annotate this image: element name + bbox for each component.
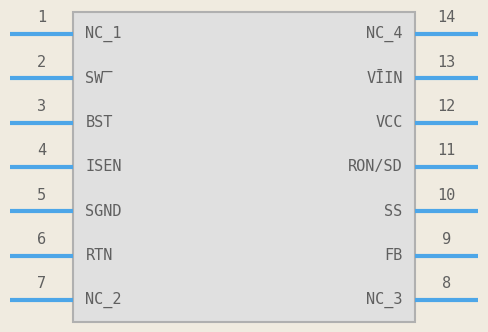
- Text: VĪIN: VĪIN: [366, 71, 403, 86]
- Text: 1: 1: [37, 10, 46, 25]
- Text: NC_3: NC_3: [366, 292, 403, 308]
- Bar: [73, 12, 415, 322]
- Text: RTN: RTN: [85, 248, 113, 263]
- Text: SGND: SGND: [85, 204, 122, 219]
- Text: 5: 5: [37, 188, 46, 203]
- Text: 6: 6: [37, 232, 46, 247]
- Text: SS: SS: [385, 204, 403, 219]
- Text: 12: 12: [437, 99, 456, 114]
- Text: 2: 2: [37, 55, 46, 70]
- Text: ISEN: ISEN: [85, 159, 122, 175]
- Text: 13: 13: [437, 55, 456, 70]
- Text: VCC: VCC: [375, 115, 403, 130]
- Text: 10: 10: [437, 188, 456, 203]
- Text: FB: FB: [385, 248, 403, 263]
- Text: RON/SD: RON/SD: [348, 159, 403, 175]
- Text: 14: 14: [437, 10, 456, 25]
- Text: SW̅: SW̅: [85, 71, 113, 86]
- Text: 3: 3: [37, 99, 46, 114]
- Text: 8: 8: [442, 277, 451, 291]
- Text: 9: 9: [442, 232, 451, 247]
- Text: BST: BST: [85, 115, 113, 130]
- Text: 7: 7: [37, 277, 46, 291]
- Text: 11: 11: [437, 143, 456, 158]
- Text: NC_2: NC_2: [85, 292, 122, 308]
- Text: NC_4: NC_4: [366, 26, 403, 42]
- Text: 4: 4: [37, 143, 46, 158]
- Text: NC_1: NC_1: [85, 26, 122, 42]
